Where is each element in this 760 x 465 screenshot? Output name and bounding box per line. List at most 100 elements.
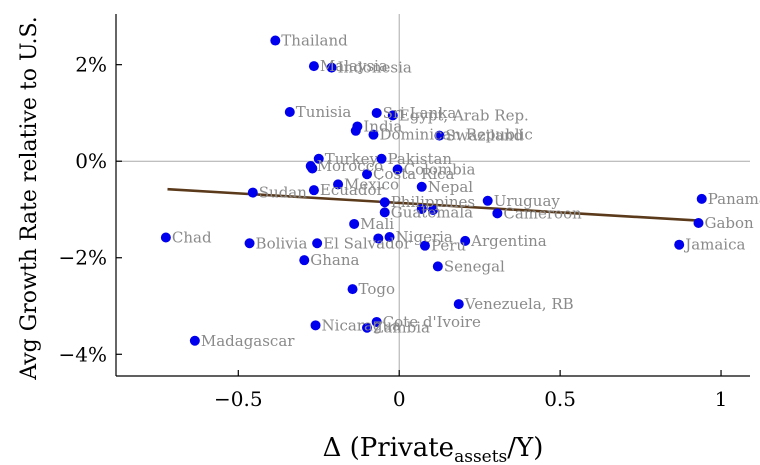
point-label: Guatemala xyxy=(391,203,473,221)
data-point xyxy=(492,208,503,219)
point-label: Togo xyxy=(359,280,396,298)
point-label: Zambia xyxy=(373,319,430,337)
point-label: Tunisia xyxy=(296,103,352,121)
reference-lines xyxy=(116,14,750,376)
x-tick-label: 0.5 xyxy=(544,387,576,411)
data-point xyxy=(349,218,360,229)
point-label: Nicaragua xyxy=(322,316,402,334)
data-point xyxy=(368,129,379,140)
point-label: Swaziland xyxy=(445,127,523,145)
data-point xyxy=(160,232,171,243)
point-label: Mali xyxy=(360,215,394,233)
data-points xyxy=(160,35,707,346)
point-label: Panama xyxy=(708,190,760,208)
data-point xyxy=(373,233,384,244)
data-point xyxy=(347,284,358,295)
data-point xyxy=(419,240,430,251)
data-point xyxy=(299,255,310,266)
tick-labels: −0.5 0 0.5 1 −4% −2% 0% 2% xyxy=(59,53,728,411)
x-axis-title-main: Δ (Private xyxy=(323,433,454,463)
data-point xyxy=(350,125,361,136)
data-point xyxy=(308,185,319,196)
data-point xyxy=(453,299,464,310)
data-point xyxy=(312,238,323,249)
data-point xyxy=(416,203,427,214)
data-point xyxy=(379,207,390,218)
point-label: Senegal xyxy=(444,257,505,275)
point-label: Bolivia xyxy=(256,234,308,252)
point-label: Gabon xyxy=(705,214,755,232)
point-label: Morocco xyxy=(317,157,383,175)
data-point xyxy=(371,316,382,327)
data-point xyxy=(247,187,258,198)
data-point xyxy=(387,110,398,121)
point-label: Costa Rica xyxy=(373,165,454,183)
y-tick-label: 2% xyxy=(75,53,107,77)
data-point xyxy=(307,163,318,174)
data-point xyxy=(310,320,321,331)
data-point xyxy=(696,193,707,204)
point-label: Turkey xyxy=(325,150,379,168)
y-tick-label: −2% xyxy=(59,246,108,270)
point-label: Mexico xyxy=(344,175,399,193)
point-label: El Salvador xyxy=(323,234,412,252)
x-tick-label: 0 xyxy=(393,387,406,411)
data-point xyxy=(326,62,337,73)
data-point xyxy=(384,231,395,242)
point-label: Malaysia xyxy=(320,57,388,75)
point-label: Argentina xyxy=(470,232,547,250)
point-label: Pakistan xyxy=(388,150,453,168)
axes xyxy=(115,14,750,377)
point-label: Philippines xyxy=(391,193,475,211)
data-point xyxy=(313,153,324,164)
point-label: Cote d'Ivoire xyxy=(383,313,481,331)
x-axis-title-tail: /Y) xyxy=(507,433,543,463)
point-label: Colombia xyxy=(404,160,476,178)
y-axis-title: Avg Growth Rate relative to U.S. xyxy=(17,16,42,381)
point-label: Chad xyxy=(172,228,212,246)
data-point xyxy=(432,261,443,272)
point-label: Venezuela, RB xyxy=(464,295,574,313)
x-axis-title-subscript: assets xyxy=(454,447,507,465)
data-point xyxy=(693,217,704,228)
data-point xyxy=(333,179,344,190)
point-label: Sudan xyxy=(259,184,307,202)
x-tick-label: −0.5 xyxy=(214,387,263,411)
data-point xyxy=(284,106,295,117)
point-label: Egypt, Arab Rep. xyxy=(399,106,529,124)
point-label: Peru xyxy=(431,237,466,255)
data-point xyxy=(674,239,685,250)
point-label: Madagascar xyxy=(201,332,295,350)
data-point xyxy=(362,322,373,333)
data-point xyxy=(376,153,387,164)
point-label: Indonesia xyxy=(338,59,412,77)
point-label: Uruguay xyxy=(494,192,561,210)
data-point xyxy=(379,197,390,208)
data-point xyxy=(189,335,200,346)
data-point xyxy=(428,204,438,215)
data-point xyxy=(362,169,373,180)
x-tick-label: 1 xyxy=(715,387,728,411)
data-point xyxy=(244,238,255,249)
point-label: India xyxy=(363,117,402,135)
data-point xyxy=(460,235,471,246)
data-point xyxy=(392,164,403,175)
point-label: Nepal xyxy=(428,178,474,196)
point-label: Thailand xyxy=(281,32,348,50)
y-tick-label: −4% xyxy=(59,342,108,366)
x-axis-title: Δ (Privateassets/Y) xyxy=(323,433,544,465)
data-point xyxy=(482,195,493,206)
data-point xyxy=(270,35,281,46)
point-label: Ecuador xyxy=(320,181,385,199)
point-label: Cameroon xyxy=(503,204,582,222)
data-point xyxy=(434,130,445,141)
point-label: Ghana xyxy=(310,251,359,269)
point-label: Dominican Republic xyxy=(379,126,532,144)
data-point xyxy=(308,61,319,72)
point-label: Nigeria xyxy=(396,228,453,246)
point-label: Jamaica xyxy=(683,236,745,254)
data-point xyxy=(416,181,427,192)
data-point xyxy=(371,107,382,118)
